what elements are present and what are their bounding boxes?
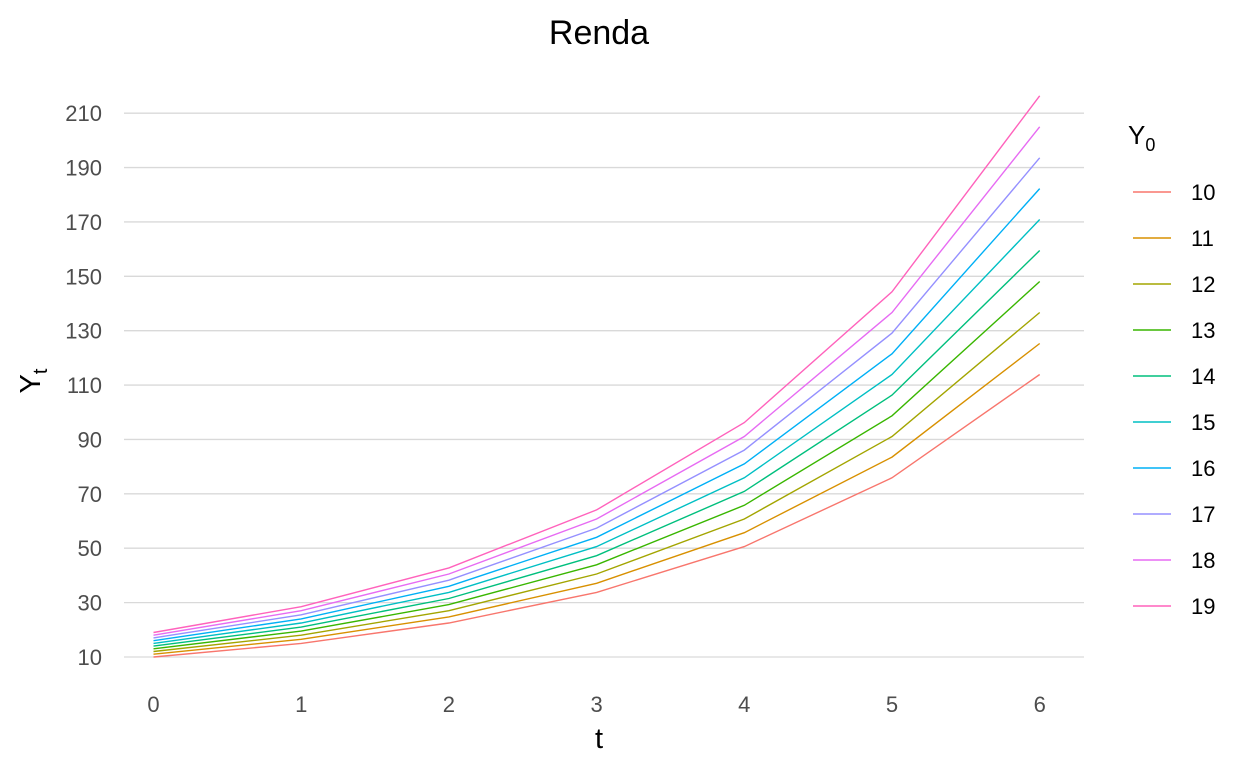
series-line-13 (153, 280, 1041, 650)
legend-title: Y0 (1128, 120, 1155, 155)
y-tick-label: 50 (78, 536, 102, 561)
y-axis-ticks: 10 30 50 70 90 110 130 150 170 190 210 (65, 101, 102, 670)
x-tick-label: 1 (295, 692, 307, 717)
legend-label-13: 13 (1191, 318, 1215, 343)
x-tick-label: 0 (147, 692, 159, 717)
y-axis-title: Yt (15, 368, 52, 393)
y-tick-label: 90 (78, 427, 102, 452)
series-line-14 (153, 249, 1041, 647)
x-axis-ticks: 0 1 2 3 4 5 6 (147, 692, 1045, 717)
y-tick-label: 70 (78, 482, 102, 507)
y-tick-label: 210 (65, 101, 102, 126)
x-tick-label: 3 (590, 692, 602, 717)
x-tick-label: 5 (886, 692, 898, 717)
series-line-11 (153, 342, 1041, 655)
legend-label-16: 16 (1191, 456, 1215, 481)
y-tick-label: 10 (78, 645, 102, 670)
x-tick-label: 6 (1034, 692, 1046, 717)
legend-label-14: 14 (1191, 364, 1215, 389)
y-tick-label: 150 (65, 264, 102, 289)
chart-title: Renda (549, 14, 649, 52)
grid-lines (124, 112, 1084, 658)
x-tick-label: 2 (443, 692, 455, 717)
series-line-12 (153, 311, 1041, 653)
plot-series (153, 95, 1041, 658)
y-tick-label: 30 (78, 591, 102, 616)
legend-label-18: 18 (1191, 548, 1215, 573)
x-tick-label: 4 (738, 692, 750, 717)
y-axis-title-sub: t (30, 368, 52, 374)
series-line-17 (153, 157, 1041, 639)
y-tick-label: 110 (67, 373, 102, 398)
series-line-18 (153, 126, 1041, 636)
legend-items: 10 11 12 13 14 15 16 17 18 19 (1133, 180, 1215, 619)
y-tick-label: 190 (65, 156, 102, 181)
series-line-16 (153, 188, 1041, 642)
y-tick-label: 170 (65, 210, 102, 235)
series-line-10 (153, 373, 1041, 658)
y-axis-title-base: Y (15, 374, 47, 393)
x-axis-title: t (595, 723, 603, 755)
y-tick-label: 130 (65, 319, 102, 344)
legend-label-11: 11 (1191, 226, 1214, 251)
legend-label-19: 19 (1191, 594, 1215, 619)
legend-title-base: Y (1128, 120, 1145, 150)
legend-label-10: 10 (1191, 180, 1215, 205)
series-line-15 (153, 219, 1041, 645)
legend-title-sub: 0 (1145, 135, 1155, 155)
legend: Y0 10 11 12 13 14 15 16 17 18 19 (1128, 120, 1215, 619)
legend-label-12: 12 (1191, 272, 1215, 297)
legend-label-17: 17 (1191, 502, 1215, 527)
legend-label-15: 15 (1191, 410, 1215, 435)
series-line-19 (153, 95, 1041, 634)
